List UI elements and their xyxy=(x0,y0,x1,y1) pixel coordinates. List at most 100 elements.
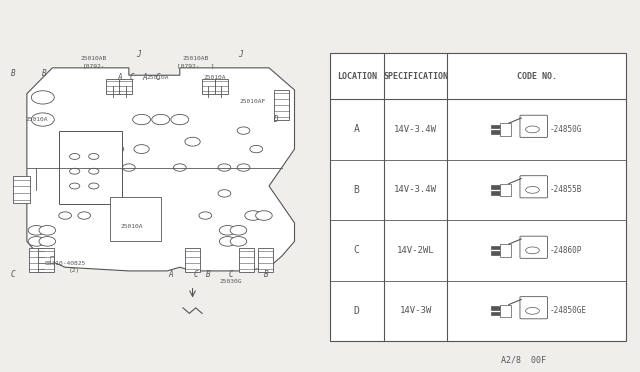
Circle shape xyxy=(78,212,91,219)
Circle shape xyxy=(220,225,236,235)
Text: J: J xyxy=(238,51,243,60)
Bar xyxy=(109,197,161,241)
Circle shape xyxy=(218,164,231,171)
Circle shape xyxy=(199,212,212,219)
Bar xyxy=(491,125,500,128)
Circle shape xyxy=(230,225,246,235)
Circle shape xyxy=(89,154,99,160)
Text: 25010AF: 25010AF xyxy=(240,99,266,103)
Text: 08310-40825: 08310-40825 xyxy=(45,261,86,266)
Circle shape xyxy=(89,168,99,174)
Text: 14V-3.4W: 14V-3.4W xyxy=(394,185,437,195)
Text: C: C xyxy=(155,73,160,81)
Circle shape xyxy=(39,237,56,246)
Text: -24850GE: -24850GE xyxy=(549,306,586,315)
Bar xyxy=(491,131,500,134)
Text: D: D xyxy=(354,306,360,316)
Text: B: B xyxy=(10,69,15,78)
Text: A: A xyxy=(354,124,360,134)
Text: (2): (2) xyxy=(69,269,80,273)
Bar xyxy=(13,176,30,203)
Text: -24850G: -24850G xyxy=(549,125,582,134)
Text: B: B xyxy=(206,270,211,279)
Bar xyxy=(94,136,113,147)
Circle shape xyxy=(152,114,170,125)
Circle shape xyxy=(39,225,56,235)
Text: [0792-   ]: [0792- ] xyxy=(177,64,214,68)
Circle shape xyxy=(134,145,149,154)
Circle shape xyxy=(230,237,246,246)
Text: [0792-: [0792- xyxy=(83,64,105,68)
Text: A: A xyxy=(143,73,147,81)
Circle shape xyxy=(70,168,80,174)
Text: C: C xyxy=(130,73,134,81)
Bar xyxy=(258,248,273,272)
Circle shape xyxy=(59,212,72,219)
Circle shape xyxy=(245,211,261,220)
Circle shape xyxy=(122,164,135,171)
Bar xyxy=(29,248,44,272)
Circle shape xyxy=(171,114,189,125)
Text: A: A xyxy=(117,73,122,81)
Text: Ⓢ: Ⓢ xyxy=(50,255,55,264)
Text: 25010AB: 25010AB xyxy=(182,56,209,61)
Text: 25010AB: 25010AB xyxy=(81,56,107,61)
Text: LOCATION: LOCATION xyxy=(337,72,377,81)
Circle shape xyxy=(237,127,250,134)
Circle shape xyxy=(89,183,99,189)
Circle shape xyxy=(70,183,80,189)
Bar xyxy=(202,78,215,94)
Bar xyxy=(500,305,511,317)
Bar xyxy=(185,248,200,272)
Circle shape xyxy=(220,237,236,246)
Text: SPECIFICATION: SPECIFICATION xyxy=(383,72,448,81)
Bar xyxy=(81,136,100,147)
Bar xyxy=(239,248,254,272)
Text: 25030G: 25030G xyxy=(220,279,242,285)
Text: 25010A: 25010A xyxy=(147,74,169,80)
Bar xyxy=(491,312,500,315)
Text: B: B xyxy=(354,185,360,195)
Text: C: C xyxy=(193,270,198,279)
Text: CODE NO.: CODE NO. xyxy=(516,72,557,81)
Circle shape xyxy=(185,137,200,146)
Circle shape xyxy=(31,91,54,104)
Text: -24860P: -24860P xyxy=(549,246,582,255)
Circle shape xyxy=(218,190,231,197)
Text: 14V-3.4W: 14V-3.4W xyxy=(394,125,437,134)
Bar xyxy=(59,131,122,205)
Circle shape xyxy=(173,164,186,171)
Text: D: D xyxy=(273,115,278,124)
Bar xyxy=(500,244,511,257)
Text: 25010A: 25010A xyxy=(25,117,48,122)
Ellipse shape xyxy=(525,126,540,133)
Circle shape xyxy=(132,114,150,125)
Text: 14V-2WL: 14V-2WL xyxy=(397,246,435,255)
Bar xyxy=(119,78,132,94)
Bar xyxy=(491,185,500,189)
Text: 25010A: 25010A xyxy=(204,74,226,80)
Text: A2/8  00F: A2/8 00F xyxy=(501,355,547,364)
Bar xyxy=(38,248,54,272)
Bar xyxy=(106,78,120,94)
FancyBboxPatch shape xyxy=(520,236,547,258)
Bar xyxy=(491,191,500,195)
Text: A: A xyxy=(168,270,173,279)
Text: -24855B: -24855B xyxy=(549,185,582,195)
Circle shape xyxy=(77,182,92,190)
Text: 14V-3W: 14V-3W xyxy=(399,306,432,315)
Text: B: B xyxy=(42,69,46,78)
Circle shape xyxy=(237,164,250,171)
Bar xyxy=(491,251,500,255)
Bar xyxy=(491,306,500,310)
Text: 25010A: 25010A xyxy=(121,224,143,229)
FancyBboxPatch shape xyxy=(520,176,547,198)
FancyBboxPatch shape xyxy=(520,115,547,137)
Ellipse shape xyxy=(525,247,540,254)
Circle shape xyxy=(255,211,272,220)
Bar xyxy=(491,246,500,249)
Circle shape xyxy=(31,113,54,126)
Circle shape xyxy=(108,145,124,154)
Circle shape xyxy=(28,237,45,246)
Ellipse shape xyxy=(525,186,540,193)
